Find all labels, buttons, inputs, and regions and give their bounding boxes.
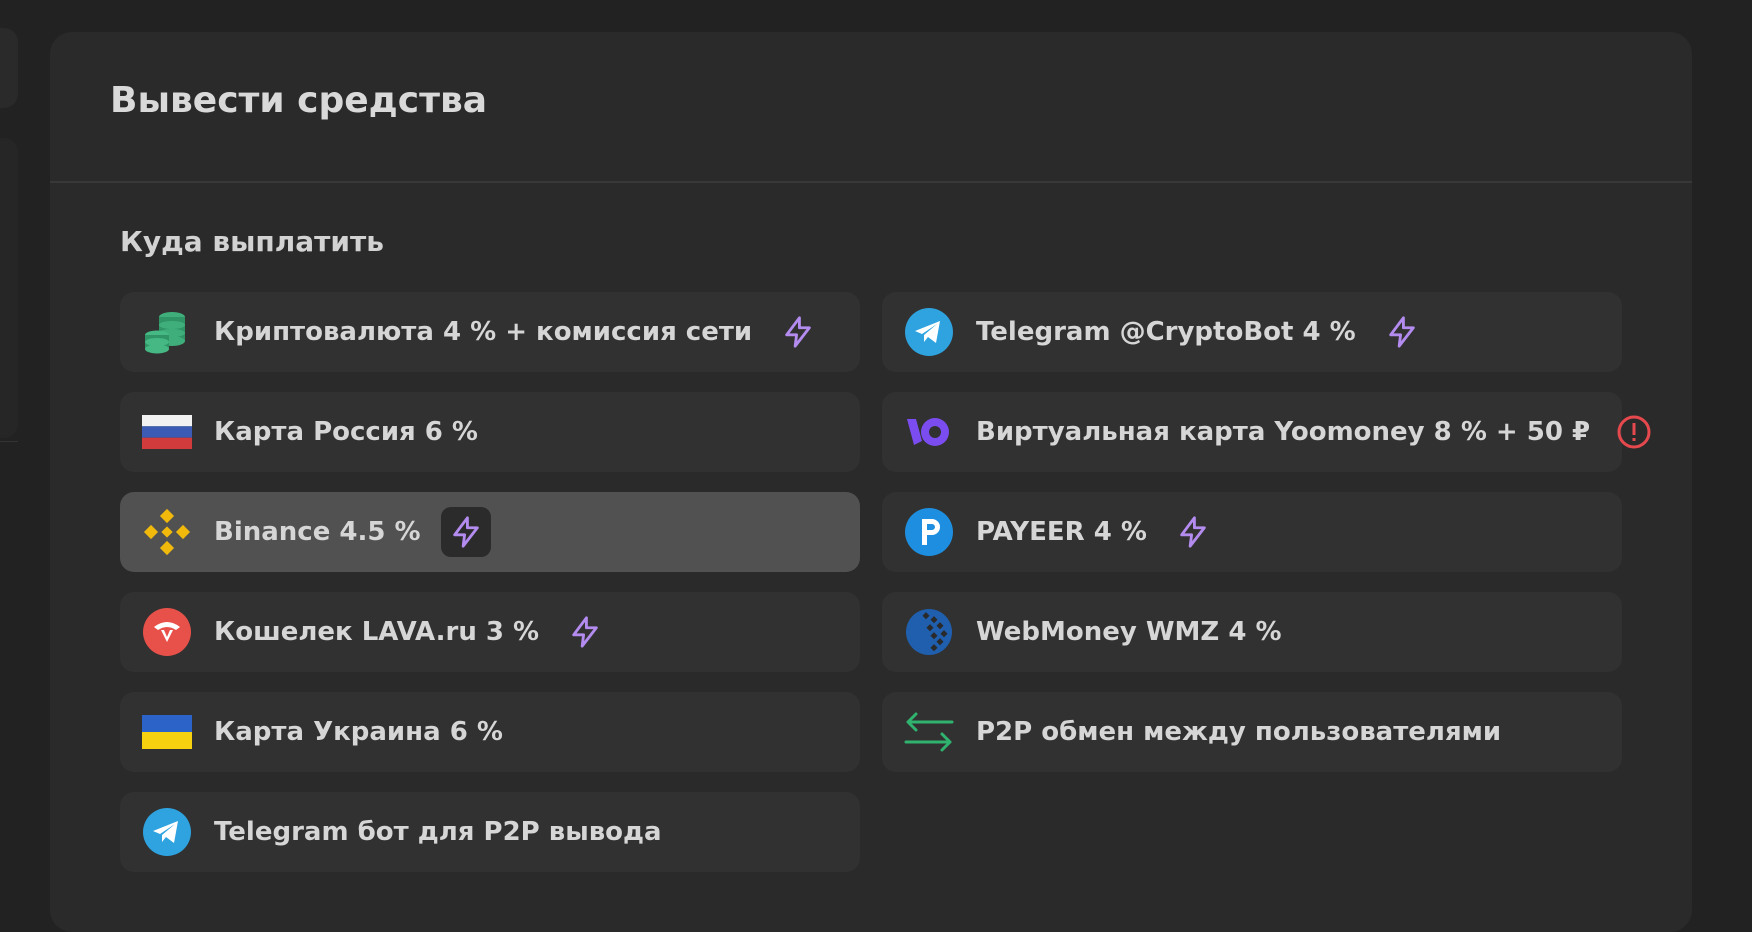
option-label: Карта Украина 6 % bbox=[214, 717, 503, 747]
side-panel-edge bbox=[0, 28, 18, 108]
telegram-icon bbox=[142, 807, 192, 857]
option-label: Кошелек LAVA.ru 3 % bbox=[214, 617, 540, 647]
option-label: PAYEER 4 % bbox=[976, 517, 1147, 547]
page-title: Вывести средства bbox=[110, 80, 488, 121]
option-payeer[interactable]: PAYEER 4 % bbox=[882, 492, 1622, 572]
option-card-ukraine[interactable]: Карта Украина 6 % bbox=[120, 692, 860, 772]
option-lava[interactable]: Кошелек LAVA.ru 3 % bbox=[120, 592, 860, 672]
webmoney-icon bbox=[904, 607, 954, 657]
header-divider bbox=[50, 181, 1692, 183]
telegram-icon bbox=[904, 307, 954, 357]
payout-destination-label: Куда выплатить bbox=[120, 225, 384, 258]
option-telegram-p2p-bot[interactable]: Telegram бот для P2P вывода bbox=[120, 792, 860, 872]
option-card-russia[interactable]: Карта Россия 6 % bbox=[120, 392, 860, 472]
option-label: Telegram @CryptoBot 4 % bbox=[976, 317, 1356, 347]
option-label: Binance 4.5 % bbox=[214, 517, 421, 547]
lightning-icon bbox=[440, 507, 491, 557]
ukraine-flag-icon bbox=[142, 707, 192, 757]
russia-flag-icon bbox=[142, 407, 192, 457]
lava-icon bbox=[142, 607, 192, 657]
payeer-icon bbox=[904, 507, 954, 557]
withdraw-panel: Вывести средства Куда выплатить Криптова… bbox=[50, 32, 1692, 932]
lightning-icon bbox=[565, 612, 605, 652]
binance-icon bbox=[142, 507, 192, 557]
option-p2p-exchange[interactable]: P2P обмен между пользователями bbox=[882, 692, 1622, 772]
option-label: Telegram бот для P2P вывода bbox=[214, 817, 662, 847]
option-webmoney[interactable]: WebMoney WMZ 4 % bbox=[882, 592, 1622, 672]
lightning-icon bbox=[1382, 312, 1422, 352]
option-label: Виртуальная карта Yoomoney 8 % + 50 ₽ bbox=[976, 417, 1591, 447]
option-telegram-cryptobot[interactable]: Telegram @CryptoBot 4 % bbox=[882, 292, 1622, 372]
exchange-arrows-icon bbox=[904, 707, 954, 757]
option-label: P2P обмен между пользователями bbox=[976, 717, 1502, 747]
option-crypto[interactable]: Криптовалюта 4 % + комиссия сети bbox=[120, 292, 860, 372]
option-binance[interactable]: Binance 4.5 % bbox=[120, 492, 860, 572]
side-divider bbox=[0, 441, 18, 442]
option-label: Криптовалюта 4 % + комиссия сети bbox=[214, 317, 753, 347]
alert-icon[interactable] bbox=[1616, 412, 1652, 452]
side-panel-edge-lower bbox=[0, 138, 18, 438]
option-label: WebMoney WMZ 4 % bbox=[976, 617, 1282, 647]
option-label: Карта Россия 6 % bbox=[214, 417, 478, 447]
option-yoomoney[interactable]: Виртуальная карта Yoomoney 8 % + 50 ₽ bbox=[882, 392, 1651, 472]
yoomoney-icon bbox=[904, 407, 954, 457]
crypto-coins-icon bbox=[142, 307, 192, 357]
lightning-icon bbox=[778, 312, 818, 352]
payout-options-grid: Криптовалюта 4 % + комиссия сети Telegra… bbox=[120, 292, 1651, 872]
lightning-icon bbox=[1173, 512, 1213, 552]
